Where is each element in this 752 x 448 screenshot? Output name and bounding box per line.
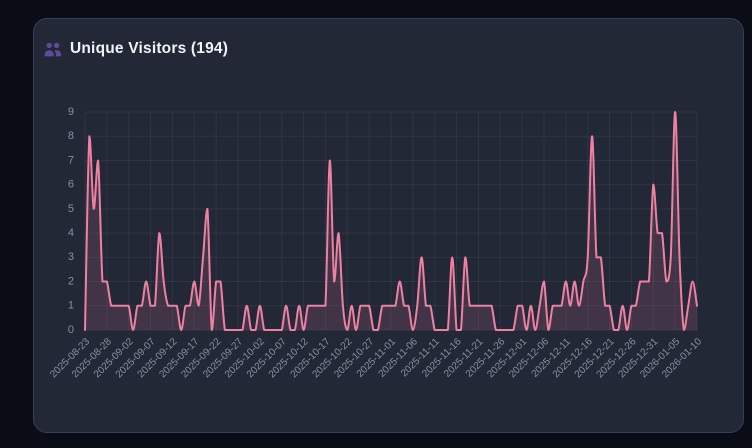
y-axis-label: 7 [68, 154, 74, 166]
y-axis-label: 1 [68, 300, 74, 312]
y-axis-label: 3 [68, 251, 74, 263]
trend-line [84, 111, 698, 331]
y-axis-label: 2 [68, 275, 74, 287]
users-icon [44, 41, 62, 57]
y-axis-label: 8 [68, 130, 74, 142]
y-axis-label: 9 [68, 106, 74, 118]
card-title: Unique Visitors (194) [70, 40, 229, 57]
unique-visitors-card [33, 18, 744, 433]
y-axis-label: 4 [68, 227, 74, 239]
card-header: Unique Visitors (194) [44, 40, 228, 58]
y-axis-label: 0 [68, 324, 74, 336]
y-axis-label: 6 [68, 179, 74, 191]
y-axis-label: 5 [68, 203, 74, 215]
